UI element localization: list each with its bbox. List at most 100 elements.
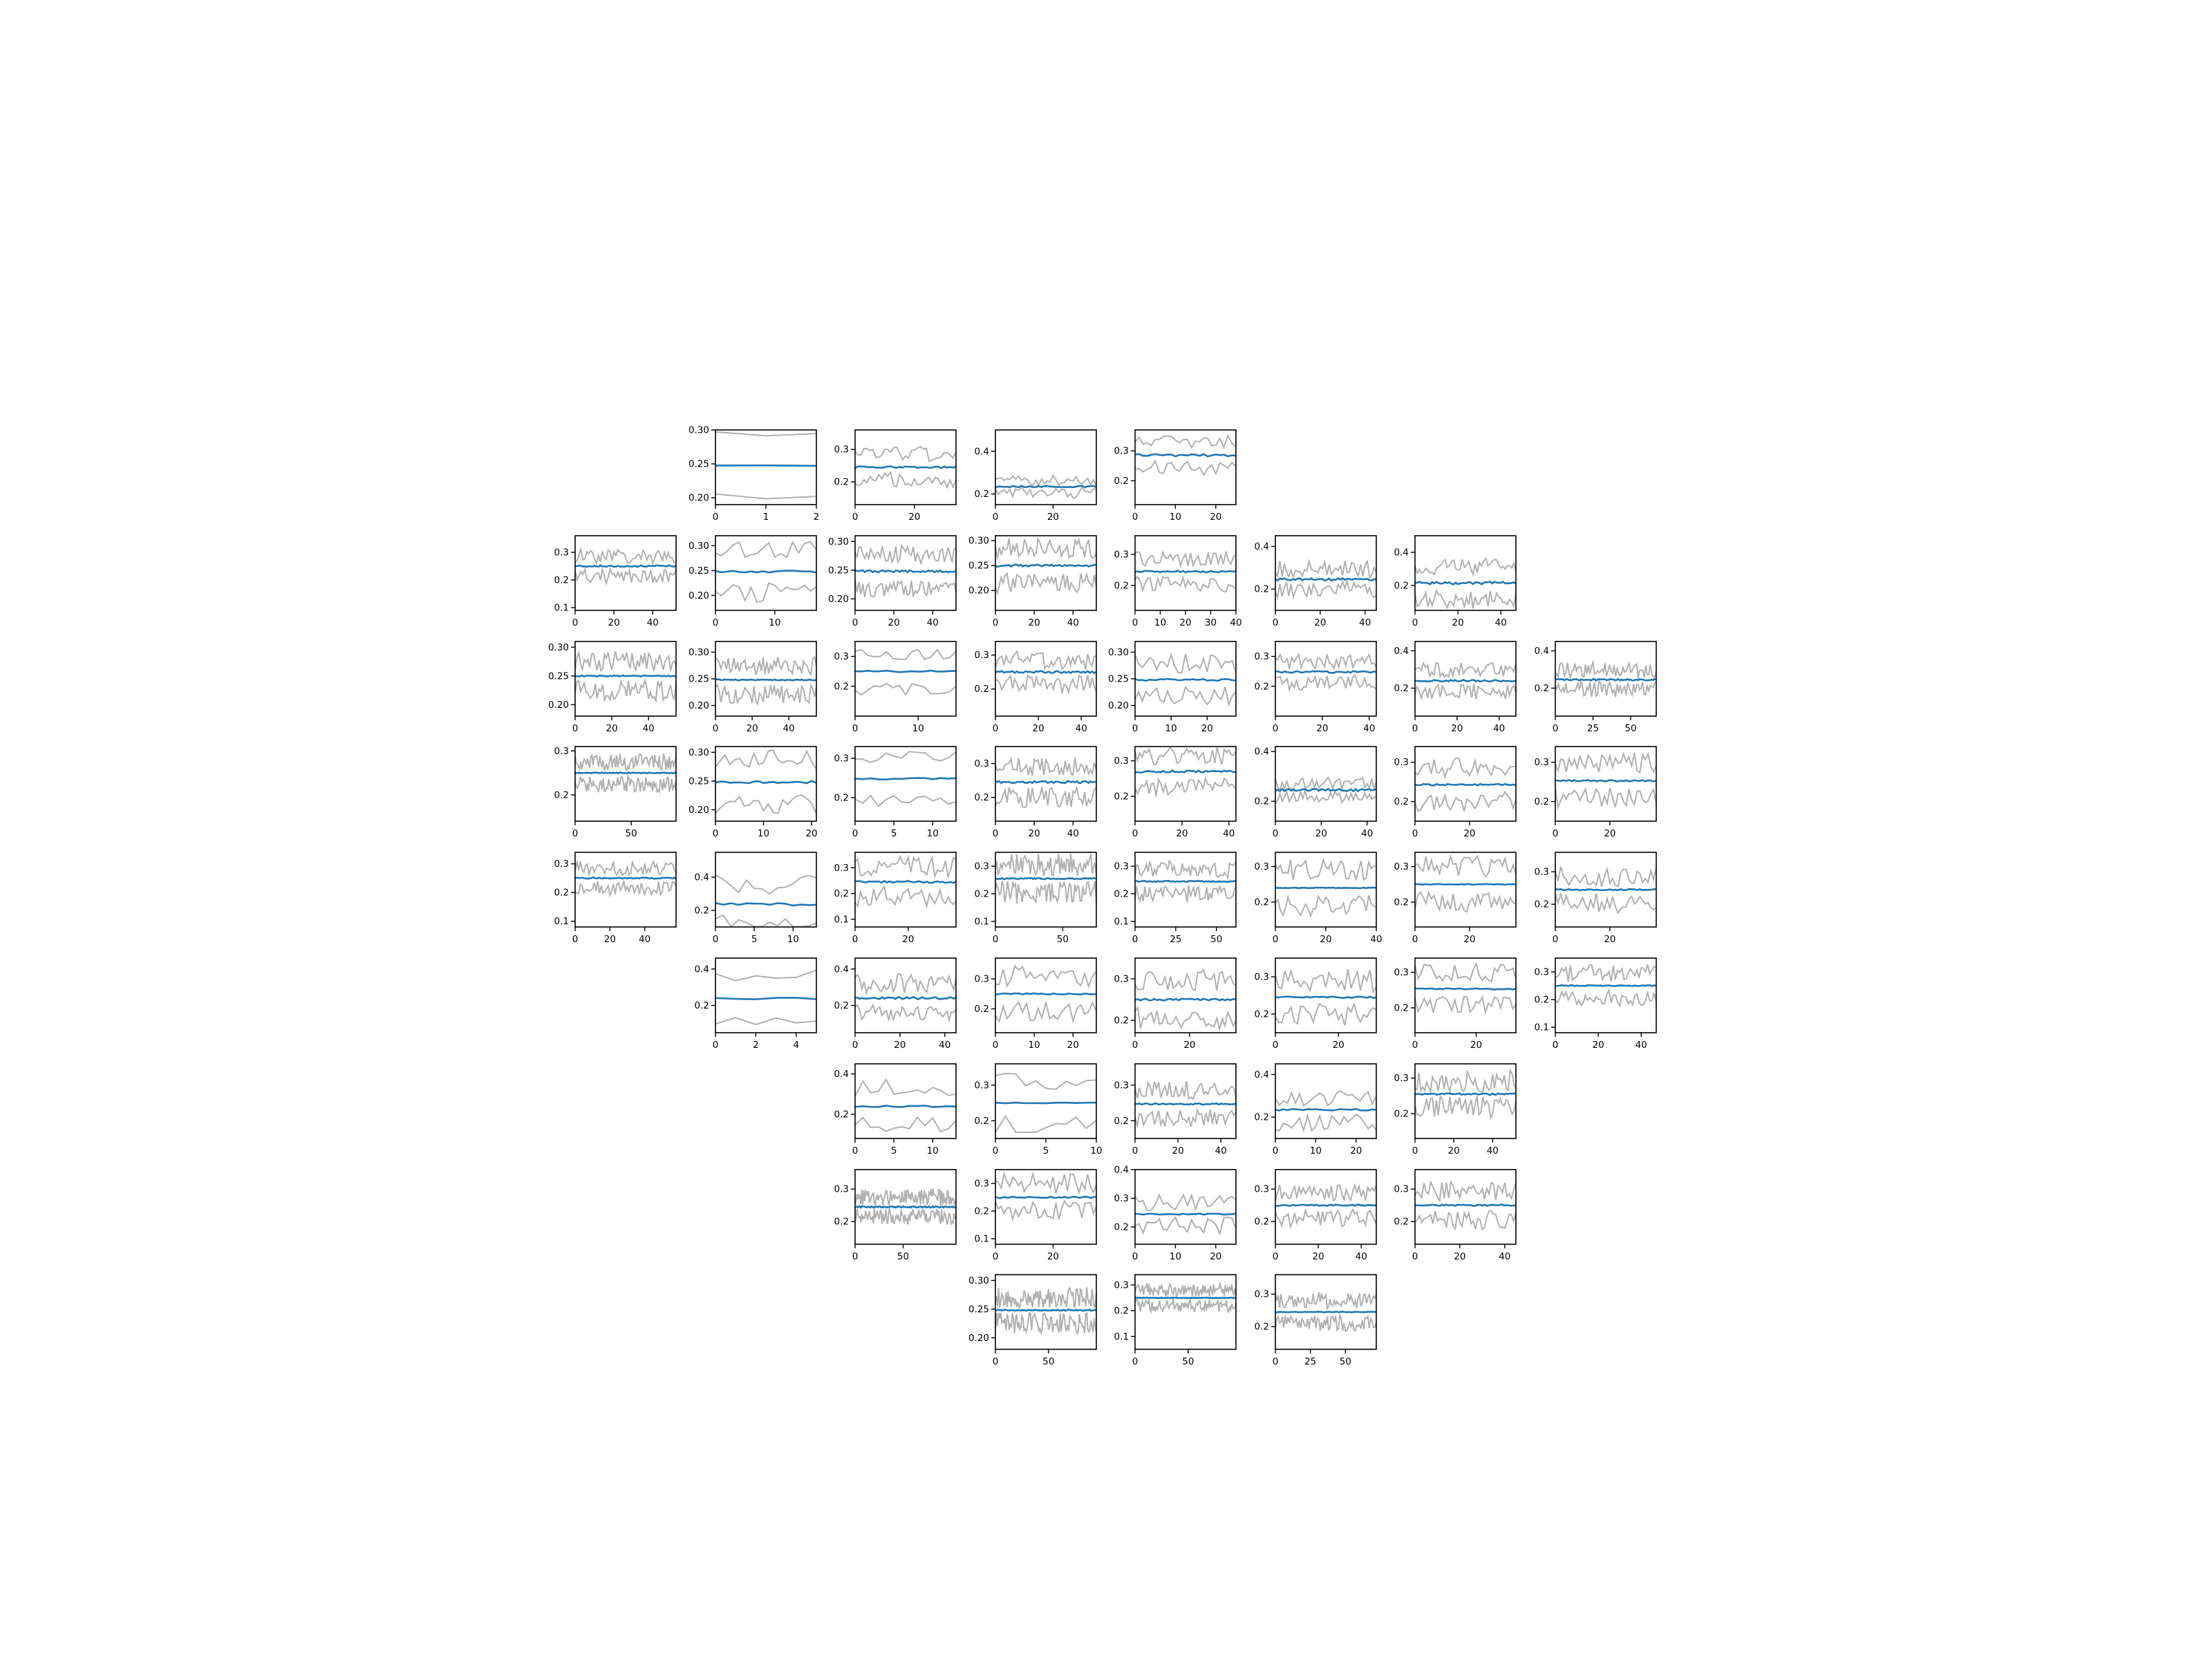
x-tick-label: 20 [1448,1145,1460,1156]
x-tick-label: 20 [1333,1040,1344,1051]
upper-bound-line [1555,751,1657,774]
x-tick-label: 20 [1047,512,1059,523]
y-tick-label: 0.3 [1114,861,1129,872]
y-tick-label: 0.2 [1535,683,1549,694]
lower-bound-line [1134,459,1237,477]
axes-frame [854,1063,957,1139]
y-tick-label: 0.3 [554,547,569,559]
x-tick-label: 0 [1132,1356,1138,1367]
y-tick-label: 0.4 [975,446,989,457]
axes-frame [995,1169,1097,1245]
x-tick-label: 0 [1132,934,1138,945]
x-tick-label: 0 [713,1040,719,1051]
mean-line [1414,581,1517,585]
upper-bound-line [1275,559,1377,579]
x-tick-label: 0 [572,934,579,945]
mean-line [715,570,817,574]
x-tick-label: 0 [993,1356,999,1367]
y-tick-label: 0.2 [834,1000,849,1011]
subplot-r6c3: 0 20 40 0.2 0.4 [834,957,957,1051]
axes-frame [1134,1063,1237,1139]
x-tick-label: 0 [1132,723,1138,734]
y-tick-label: 0.2 [1255,897,1269,908]
lower-bound-line [1414,995,1517,1015]
mean-line [1134,1296,1236,1300]
x-tick-label: 20 [1350,1145,1362,1156]
axes-frame [1414,1063,1517,1139]
subplot-r2c4: 0 20 40 0.20 0.25 0.30 [968,535,1097,628]
axes-frame [1414,535,1517,611]
subplot-r8c5: 0 10 20 0.2 0.3 0.4 [1114,1165,1237,1262]
y-tick-label: 0.4 [695,872,709,883]
x-tick-label: 20 [604,934,616,945]
x-tick-label: 20 [1210,1251,1221,1262]
lower-bound-line [995,1311,1097,1335]
axes-frame [854,746,957,822]
subplot-r1c4: 0 20 0.2 0.4 [975,429,1097,523]
lower-bound-line [715,582,817,603]
axes-frame [715,535,817,611]
lower-bound-line [995,1000,1097,1024]
lower-bound-line [1275,1001,1377,1026]
lower-bound-line [1414,890,1517,913]
y-tick-label: 0.1 [975,917,989,928]
y-tick-label: 0.2 [1394,1003,1409,1014]
lower-bound-line [995,674,1097,695]
upper-bound-line [574,650,677,673]
y-tick-label: 0.1 [554,916,569,927]
y-tick-label: 0.2 [975,489,989,500]
lower-bound-line [715,794,817,814]
lower-bound-line [1555,891,1657,915]
y-tick-label: 0.30 [688,647,709,658]
y-tick-label: 0.3 [554,746,569,757]
y-tick-label: 0.2 [1394,1109,1409,1120]
y-tick-label: 0.4 [1255,541,1269,552]
subplot-r9c4: 0 50 0.20 0.25 0.30 [968,1274,1097,1367]
upper-bound-line [1134,550,1237,568]
x-tick-label: 0 [993,1040,999,1051]
lower-bound-line [995,485,1097,499]
y-tick-label: 0.2 [834,1217,849,1228]
lower-bound-line [1414,1094,1517,1121]
mean-line [715,901,817,907]
x-tick-label: 0 [1412,828,1418,839]
subplot-r5c7: 0 20 0.2 0.3 [1394,852,1517,945]
y-tick-label: 0.25 [688,459,709,470]
axes-frame [854,957,957,1033]
subplot-r6c5: 0 20 0.2 0.3 [1114,957,1237,1051]
y-tick-label: 0.2 [1114,476,1129,487]
mean-line [1134,453,1237,458]
x-tick-label: 40 [1493,723,1505,734]
subplot-r4c4: 0 20 40 0.2 0.3 [975,746,1097,839]
axes-frame [574,641,677,717]
lower-bound-line [1134,1005,1237,1032]
subplot-r8c3: 0 50 0.2 0.3 [834,1169,957,1262]
mean-line [715,780,817,785]
upper-bound-line [1275,1292,1377,1311]
x-tick-label: 0 [1412,934,1418,945]
lower-bound-line [1275,787,1377,804]
y-tick-label: 0.3 [834,753,849,765]
subplot-r3c7: 0 20 40 0.2 0.4 [1394,641,1517,734]
y-tick-label: 0.3 [1114,1080,1129,1091]
mean-line [995,670,1097,675]
y-tick-label: 0.1 [1114,1331,1129,1342]
upper-bound-line [1414,1068,1517,1094]
lower-bound-line [995,1199,1097,1222]
mean-line [854,669,957,673]
axes-frame [995,852,1097,928]
subplot-r3c6: 0 20 40 0.2 0.3 [1255,641,1377,734]
upper-bound-line [574,546,677,565]
lower-bound-line [1275,1312,1377,1333]
x-tick-label: 5 [891,828,897,839]
mean-line [854,569,957,574]
mean-line [1134,997,1237,1002]
y-tick-label: 0.25 [688,674,709,685]
y-tick-label: 0.3 [1255,861,1269,872]
upper-bound-line [1414,854,1517,879]
x-tick-label: 50 [1057,934,1069,945]
x-tick-label: 25 [1304,1356,1316,1367]
y-tick-label: 0.4 [1114,1165,1129,1176]
x-tick-label: 1 [763,512,769,523]
subplot-r5c6: 0 20 40 0.2 0.3 [1255,852,1382,945]
